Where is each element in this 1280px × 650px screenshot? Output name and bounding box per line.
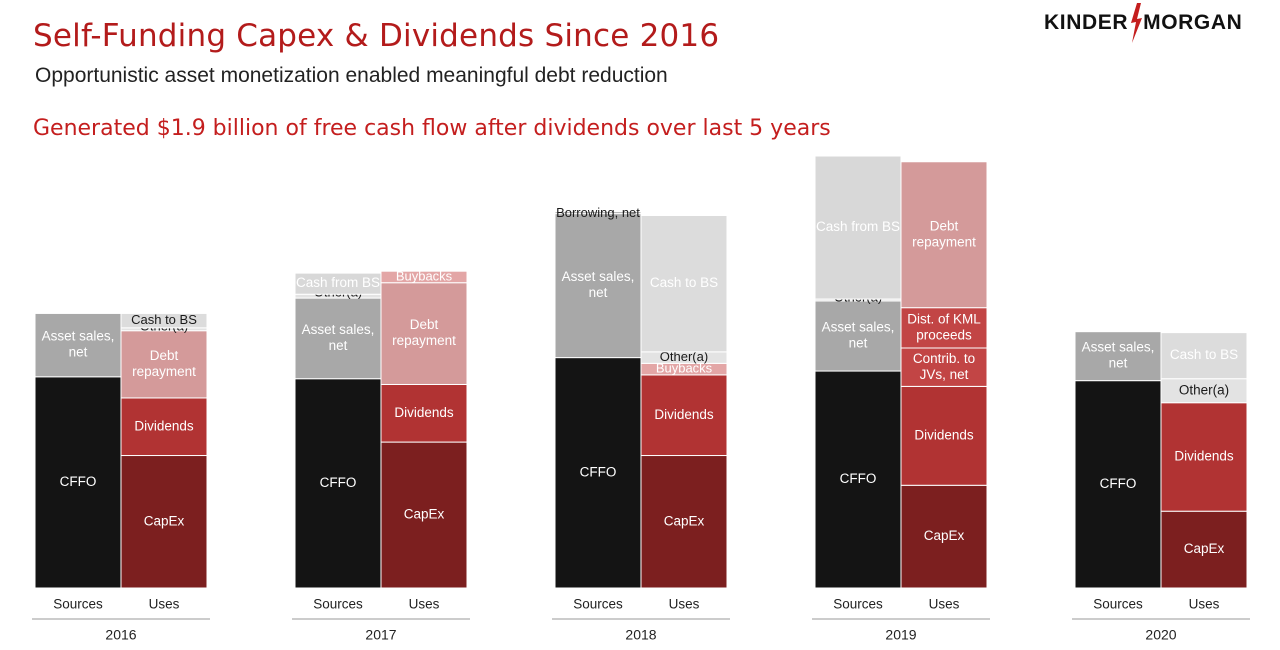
segment-label: Dividends: [914, 427, 974, 442]
segment-label: Debt: [150, 348, 179, 363]
year-label: 2017: [365, 627, 396, 643]
bar-segment: [554, 213, 642, 359]
segment-label: Asset sales,: [1082, 340, 1155, 355]
bar-segment: [900, 484, 988, 589]
segment-label: CapEx: [1184, 541, 1225, 556]
segment-label: net: [329, 338, 348, 353]
bar-segment: [1160, 378, 1248, 404]
segment-label: CapEx: [924, 528, 965, 543]
segment-label: net: [69, 345, 88, 360]
year-label: 2018: [625, 627, 656, 643]
year-label: 2019: [885, 627, 916, 643]
segment-label: repayment: [392, 333, 456, 348]
bar-segment: [120, 455, 208, 589]
segment-label: Other(a): [660, 349, 708, 364]
segment-label: Buybacks: [656, 361, 713, 376]
bar-segment: [1160, 402, 1248, 512]
year-label: 2020: [1145, 627, 1176, 643]
bar-segment: [900, 307, 988, 349]
segment-label: Dividends: [134, 418, 194, 433]
bar-axis-label: Sources: [313, 597, 363, 612]
segment-label: Dividends: [654, 407, 714, 422]
segment-label: Debt: [410, 317, 439, 332]
year-label: 2016: [105, 627, 136, 643]
bar-segment: [380, 270, 468, 284]
segment-label: Cash to BS: [650, 275, 718, 290]
bar-segment: [1160, 510, 1248, 589]
bar-segment: [1074, 380, 1162, 589]
segment-label: Other(a): [1179, 382, 1229, 397]
bar-segment: [1074, 331, 1162, 382]
segment-label: CFFO: [580, 464, 617, 479]
segment-label: Dist. of KML: [907, 311, 981, 326]
bar-segment: [120, 330, 208, 399]
segment-label: net: [589, 285, 608, 300]
segment-label: Debt: [930, 218, 959, 233]
segment-label: repayment: [132, 364, 196, 379]
bar-segment: [900, 161, 988, 309]
segment-label: proceeds: [916, 327, 972, 342]
bar-segment: [554, 211, 642, 215]
segment-label: CapEx: [144, 513, 185, 528]
segment-label: Dividends: [394, 405, 454, 420]
logo-text-right: MORGAN: [1143, 11, 1243, 34]
bar-segment: [814, 370, 902, 589]
bar-segment: [640, 215, 728, 353]
bar-segment: [34, 312, 122, 378]
bar-segment: [294, 297, 382, 380]
bar-axis-label: Uses: [409, 597, 440, 612]
segment-label: net: [1109, 356, 1128, 371]
bar-segment: [380, 383, 468, 443]
segment-label: Asset sales,: [302, 322, 375, 337]
segment-label: JVs, net: [920, 367, 969, 382]
segment-label: CFFO: [1100, 476, 1137, 491]
segment-label: Asset sales,: [42, 329, 115, 344]
bar-segment: [900, 385, 988, 486]
bar-axis-label: Uses: [669, 597, 700, 612]
segment-label: Cash from BS: [296, 275, 380, 290]
segment-label: CFFO: [840, 471, 877, 486]
bar-axis-label: Sources: [833, 597, 883, 612]
bar-axis-label: Sources: [1093, 597, 1143, 612]
segment-label: Asset sales,: [562, 269, 635, 284]
segment-label: CapEx: [664, 513, 705, 528]
segment-label: Cash from BS: [816, 219, 900, 234]
segment-label: Cash to BS: [1170, 347, 1238, 362]
segment-label: CFFO: [60, 474, 97, 489]
page-title: Self-Funding Capex & Dividends Since 201…: [33, 18, 720, 54]
bar-segment: [120, 312, 208, 329]
lightning-bolt-icon: [1131, 3, 1143, 43]
bar-axis-label: Sources: [53, 597, 103, 612]
bar-axis-label: Uses: [1189, 597, 1220, 612]
segment-label: Borrowing, net: [556, 205, 640, 220]
segment-label: Contrib. to: [913, 351, 975, 366]
segment-label: Buybacks: [396, 268, 453, 283]
bar-segment: [120, 397, 208, 457]
bar-segment: [814, 300, 902, 372]
bar-segment: [380, 282, 468, 385]
bar-segment: [640, 455, 728, 589]
bar-segment: [1160, 332, 1248, 380]
logo-text-left: KINDER: [1044, 11, 1129, 34]
bar-segment: [900, 347, 988, 387]
bar-segment: [34, 376, 122, 589]
segment-label: Cash to BS: [131, 312, 197, 327]
bar-axis-label: Sources: [573, 597, 623, 612]
bar-segment: [380, 441, 468, 589]
chart-headline: Generated $1.9 billion of free cash flow…: [33, 116, 831, 141]
bar-segment: [640, 374, 728, 457]
segment-label: net: [849, 336, 868, 351]
bar-axis-label: Uses: [929, 597, 960, 612]
page-subtitle: Opportunistic asset monetization enabled…: [35, 64, 668, 87]
segment-label: Dividends: [1174, 449, 1234, 464]
bar-axis-label: Uses: [149, 597, 180, 612]
bar-segment: [294, 378, 382, 589]
segment-label: CFFO: [320, 475, 357, 490]
bar-segment: [814, 155, 902, 300]
kinder-morgan-logo: KINDER MORGAN: [1044, 3, 1243, 43]
segment-label: CapEx: [404, 507, 445, 522]
segment-label: Asset sales,: [822, 320, 895, 335]
segment-label: repayment: [912, 234, 976, 249]
